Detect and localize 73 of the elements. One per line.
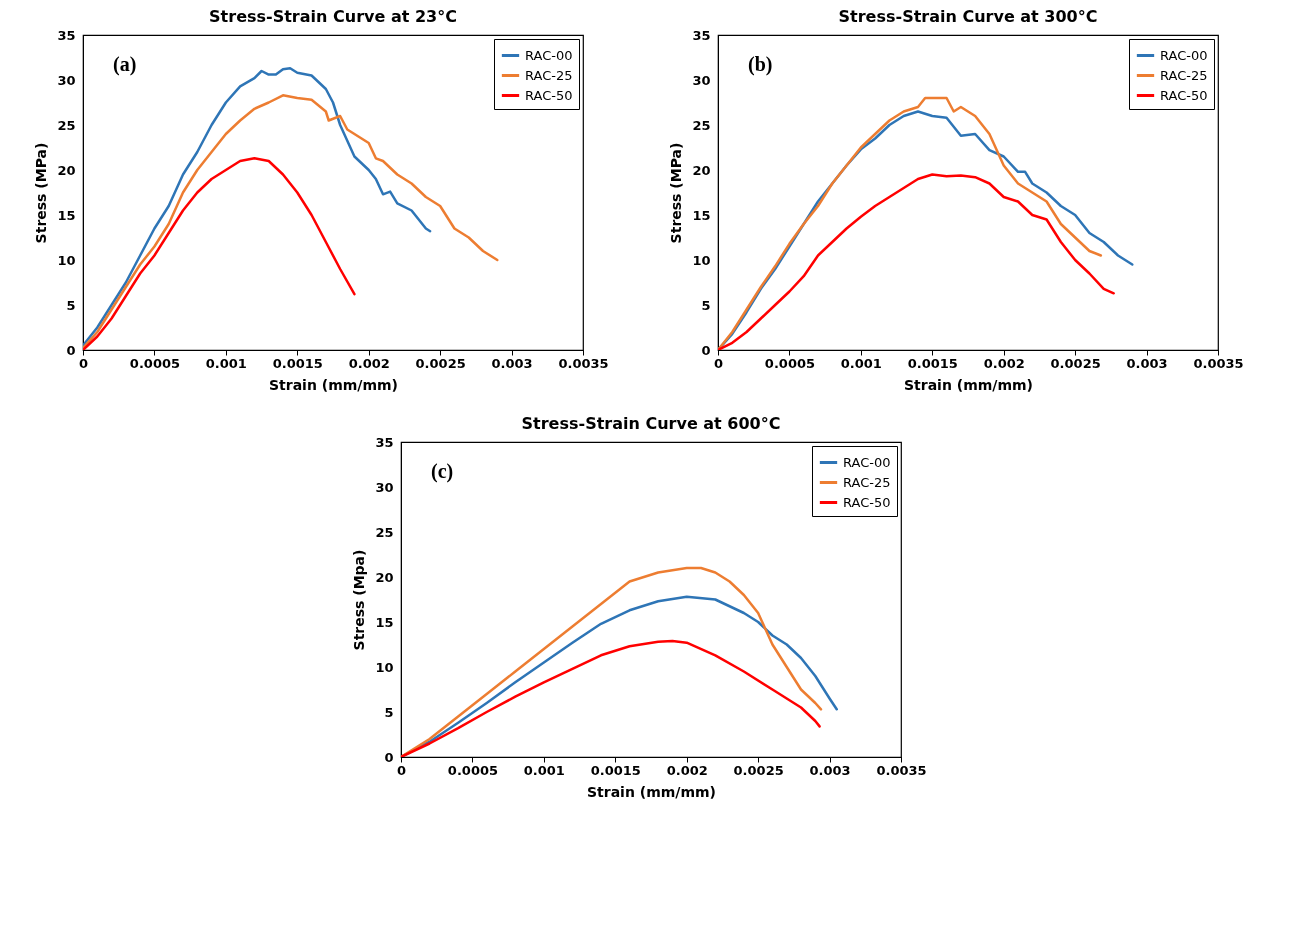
x-tick-label: 0.001	[523, 762, 565, 778]
x-tick-label: 0.0025	[1050, 355, 1101, 371]
y-tick-label: 35	[692, 27, 711, 43]
y-tick-label: 5	[383, 704, 393, 720]
x-tick-label: 0.003	[491, 355, 533, 371]
x-tick-label: 0.0035	[1193, 355, 1244, 371]
line-series	[400, 639, 821, 757]
y-axis-title: Stress (MPa)	[668, 142, 685, 244]
x-tick-label: 0.0015	[590, 762, 641, 778]
y-tick-label: 30	[374, 479, 393, 495]
y-tick-label: 20	[692, 162, 711, 178]
annotation: (b)	[748, 53, 773, 76]
y-tick-label: 15	[57, 207, 76, 223]
x-tick-label: 0.0015	[272, 355, 323, 371]
x-axis-title: Strain (mm/mm)	[268, 376, 399, 393]
y-tick-label: 25	[57, 117, 76, 133]
y-axis-title: Stress (MPa)	[33, 142, 50, 244]
legend-label: RAC-50	[1160, 87, 1208, 103]
y-tick-label: 0	[383, 749, 393, 765]
line-series	[718, 173, 1115, 350]
y-tick-label: 10	[57, 252, 76, 268]
x-tick-label: 0.0025	[415, 355, 466, 371]
annotation: (a)	[113, 53, 137, 76]
legend-label: RAC-25	[525, 67, 573, 83]
line-series	[83, 157, 356, 350]
x-tick-label: 0.0015	[907, 355, 958, 371]
x-tick-label: 0.0035	[558, 355, 609, 371]
legend-label: RAC-25	[842, 474, 890, 490]
x-tick-label: 0.001	[205, 355, 247, 371]
x-tick-label: 0.0035	[875, 762, 927, 778]
x-tick-label: 0.002	[348, 355, 390, 371]
y-tick-label: 20	[374, 569, 393, 585]
legend-label: RAC-00	[842, 454, 890, 470]
x-tick-label: 0	[396, 762, 406, 778]
x-axis-title: Strain (mm/mm)	[586, 783, 716, 800]
x-tick-label: 0.0005	[764, 355, 816, 371]
y-tick-label: 0	[66, 342, 76, 358]
legend-label: RAC-00	[1160, 47, 1208, 63]
y-tick-label: 10	[374, 659, 393, 675]
chart-title: Stress-Strain Curve at 300°C	[838, 7, 1098, 26]
x-tick-label: 0.001	[840, 355, 882, 371]
legend-label: RAC-50	[842, 494, 890, 510]
chart-title: Stress-Strain Curve at 600°C	[521, 414, 780, 433]
x-tick-label: 0.003	[1126, 355, 1168, 371]
x-tick-label: 0.0005	[447, 762, 498, 778]
y-tick-label: 30	[57, 72, 76, 88]
x-axis-title: Strain (mm/mm)	[903, 376, 1034, 393]
legend-label: RAC-00	[525, 47, 573, 63]
y-tick-label: 35	[57, 27, 76, 43]
y-tick-label: 30	[692, 72, 711, 88]
y-tick-label: 10	[692, 252, 711, 268]
chart-title: Stress-Strain Curve at 23°C	[209, 7, 457, 26]
y-axis-title: Stress (Mpa)	[350, 549, 367, 651]
x-tick-label: 0	[713, 355, 724, 371]
annotation: (c)	[430, 460, 453, 483]
y-tick-label: 15	[374, 614, 393, 630]
x-tick-label: 0.0025	[733, 762, 784, 778]
legend-label: RAC-50	[525, 87, 573, 103]
x-tick-label: 0	[78, 355, 89, 371]
x-tick-label: 0.002	[666, 762, 708, 778]
y-tick-label: 5	[701, 297, 711, 313]
x-tick-label: 0.002	[983, 355, 1025, 371]
line-series	[83, 94, 499, 350]
y-tick-label: 25	[374, 524, 393, 540]
legend-label: RAC-25	[1160, 67, 1208, 83]
y-tick-label: 35	[374, 434, 393, 450]
y-tick-label: 20	[57, 162, 76, 178]
x-tick-label: 0.0005	[129, 355, 181, 371]
y-tick-label: 0	[701, 342, 711, 358]
y-tick-label: 25	[692, 117, 711, 133]
x-tick-label: 0.003	[809, 762, 851, 778]
y-tick-label: 15	[692, 207, 711, 223]
y-tick-label: 5	[66, 297, 76, 313]
